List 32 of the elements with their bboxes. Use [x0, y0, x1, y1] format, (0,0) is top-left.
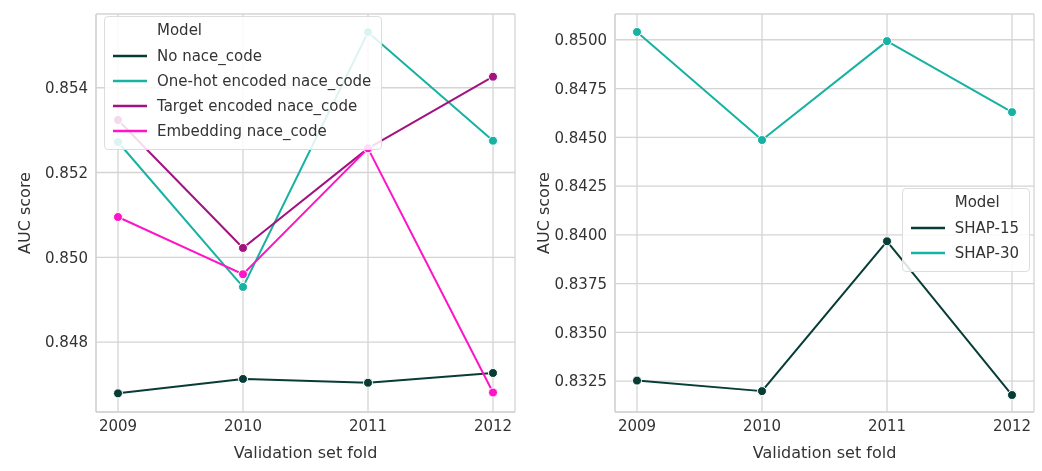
- legend-label: One-hot encoded nace_code: [157, 71, 372, 90]
- y-tick-label: 0.8425: [554, 177, 607, 196]
- x-tick-label: 2010: [742, 416, 782, 435]
- y-tick-label: 0.8475: [554, 79, 607, 98]
- x-axis-title: Validation set fold: [752, 443, 897, 462]
- legend-label: SHAP-15: [954, 218, 1019, 237]
- y-tick-label: 0.8350: [554, 323, 607, 342]
- x-tick-label: 2012: [992, 416, 1032, 435]
- x-tick-label: 2012: [473, 416, 513, 435]
- y-tick-label: 0.8325: [554, 372, 607, 391]
- legend-title: Model: [953, 193, 1001, 211]
- y-tick-label: 0.848: [45, 333, 88, 352]
- legend-label: Embedding nace_code: [157, 121, 327, 140]
- x-tick-label: 2010: [223, 416, 263, 435]
- y-tick-label: 0.8500: [554, 31, 607, 50]
- legend-label: Target encoded nace_code: [157, 96, 358, 115]
- y-tick-label: 0.852: [45, 163, 88, 182]
- legend-label: SHAP-30: [954, 243, 1019, 262]
- x-tick-label: 2011: [867, 416, 907, 435]
- legend-label: No nace_code: [157, 46, 263, 65]
- y-tick-label: 0.8400: [554, 226, 607, 245]
- y-tick-label: 0.8375: [554, 274, 607, 293]
- x-tick-label: 2011: [348, 416, 388, 435]
- y-tick-label: 0.8450: [554, 128, 607, 147]
- y-tick-label: 0.854: [45, 79, 88, 98]
- y-axis-title: AUC score: [14, 172, 34, 254]
- y-axis-title: AUC score: [533, 172, 553, 254]
- x-axis-title: Validation set fold: [233, 443, 378, 462]
- x-tick-label: 2009: [98, 416, 138, 435]
- y-tick-label: 0.850: [45, 248, 88, 267]
- legend-title: Model: [156, 21, 204, 39]
- x-tick-label: 2009: [617, 416, 657, 435]
